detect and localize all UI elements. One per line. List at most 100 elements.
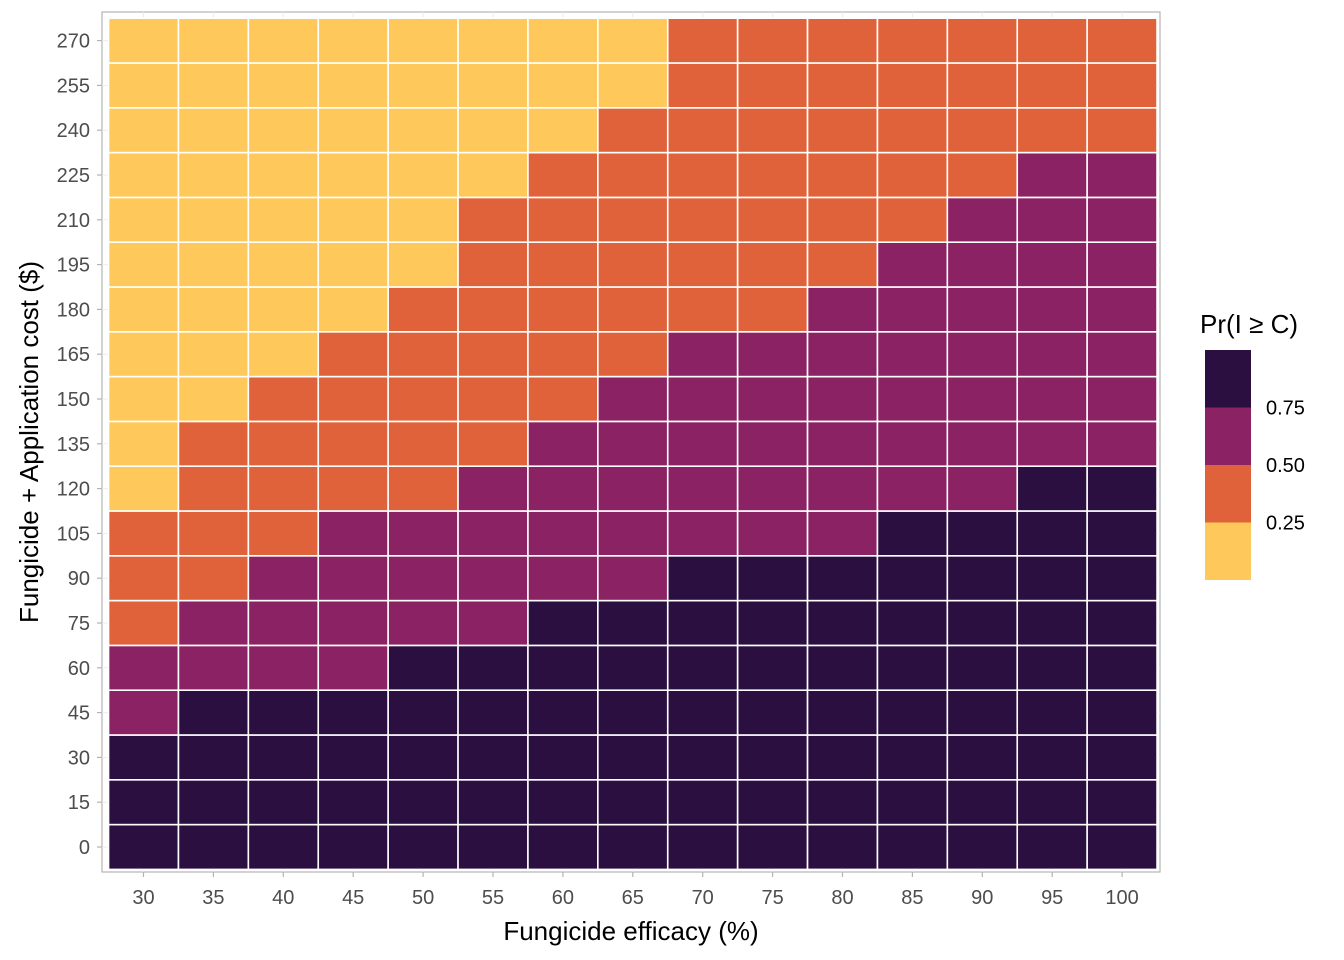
x-tick-labels: 30 35 40 45 50 55 60 65 70 75 80 85 90 95 100	[132, 887, 1138, 909]
heatmap-cell	[876, 196, 949, 243]
legend-labels: 0.75 0.50 0.25	[1266, 398, 1305, 535]
y-tick-label: 195	[57, 255, 90, 277]
heatmap-cell	[107, 465, 180, 512]
legend: Pr(I ≥ C) 0.75 0.50 0.25	[1200, 309, 1305, 580]
heatmap-cell	[107, 823, 180, 871]
heatmap-cell	[1086, 330, 1158, 378]
heatmap-cell	[1016, 151, 1088, 199]
heatmap-cell	[806, 734, 879, 781]
heatmap-cell	[527, 823, 599, 871]
heatmap-cell	[457, 778, 529, 826]
heatmap-cell	[177, 644, 250, 692]
heatmap-cell	[876, 465, 949, 512]
heatmap-cell	[387, 62, 459, 109]
heatmap-cell	[736, 510, 809, 557]
x-tick-label: 90	[971, 887, 993, 909]
heatmap-cell	[317, 241, 389, 288]
heatmap-cell	[806, 375, 879, 423]
heatmap-cell	[806, 778, 879, 826]
heatmap-cell	[876, 107, 949, 154]
heatmap-cell	[387, 644, 459, 692]
heatmap-cell	[247, 510, 320, 557]
heatmap-cell	[736, 241, 809, 288]
heatmap-cell	[1086, 151, 1158, 199]
heatmap-cell	[876, 778, 949, 826]
heatmap-cell	[177, 241, 250, 288]
heatmap-cell	[387, 510, 459, 557]
heatmap-cell	[527, 465, 599, 512]
heatmap-cell	[736, 196, 809, 243]
heatmap-cell	[597, 778, 669, 826]
heatmap-cell	[806, 554, 879, 602]
heatmap-cell	[457, 107, 529, 154]
heatmap-cell	[736, 599, 809, 647]
heatmap-cell	[597, 196, 669, 243]
heatmap-cell	[806, 286, 879, 333]
heatmap-cell	[946, 107, 1019, 154]
x-axis-title: Fungicide efficacy (%)	[503, 916, 758, 946]
x-tick-label: 65	[622, 887, 644, 909]
heatmap-cell	[597, 375, 669, 423]
heatmap-cell	[177, 465, 250, 512]
heatmap-cell	[1016, 554, 1088, 602]
heatmap-cell	[806, 599, 879, 647]
heatmap-cell	[247, 420, 320, 467]
y-tick-label: 105	[57, 523, 90, 545]
legend-key	[1205, 465, 1251, 523]
heatmap-cell	[247, 286, 320, 333]
heatmap-cell	[1016, 62, 1088, 109]
heatmap-cell	[876, 17, 949, 64]
heatmap-cell	[527, 196, 599, 243]
heatmap-cell	[387, 823, 459, 871]
heatmap-cell	[457, 823, 529, 871]
heatmap-cell	[457, 465, 529, 512]
heatmap-cell	[946, 17, 1019, 64]
y-tick-label: 75	[68, 613, 90, 635]
x-tick-label: 80	[831, 887, 853, 909]
heatmap-cell	[107, 644, 180, 692]
heatmap-cell	[177, 599, 250, 647]
heatmap-cell	[736, 689, 809, 736]
heatmap-cell	[527, 599, 599, 647]
heatmap-cell	[387, 330, 459, 378]
heatmap-cell	[457, 241, 529, 288]
legend-label: 0.25	[1266, 513, 1305, 535]
heatmap-cell	[457, 599, 529, 647]
y-tick-label: 180	[57, 299, 90, 321]
heatmap-cell	[387, 554, 459, 602]
heatmap-cell	[387, 465, 459, 512]
legend-label: 0.75	[1266, 398, 1305, 420]
heatmap-cell	[107, 689, 180, 736]
heatmap-cell	[736, 823, 809, 871]
heatmap-cell	[666, 375, 739, 423]
heatmap-cell	[736, 420, 809, 467]
heatmap-cell	[1086, 241, 1158, 288]
heatmap-cell	[457, 375, 529, 423]
heatmap-cell	[177, 734, 250, 781]
heatmap-cell	[527, 734, 599, 781]
heatmap-cell	[107, 241, 180, 288]
heatmap-cell	[317, 644, 389, 692]
heatmap-cell	[666, 734, 739, 781]
heatmap-cell	[317, 17, 389, 64]
y-tick-label: 45	[68, 703, 90, 725]
heatmap-cell	[1086, 823, 1158, 871]
x-tick-label: 95	[1041, 887, 1063, 909]
heatmap-cell	[247, 241, 320, 288]
heatmap-cell	[876, 62, 949, 109]
heatmap-cell	[527, 554, 599, 602]
heatmap-cell	[317, 375, 389, 423]
heatmap-cell	[736, 778, 809, 826]
heatmap-cell	[457, 689, 529, 736]
heatmap-cell	[1016, 330, 1088, 378]
heatmap-cell	[317, 510, 389, 557]
heatmap-cell	[107, 17, 180, 64]
heatmap-cell	[177, 554, 250, 602]
heatmap-cell	[107, 510, 180, 557]
axis-ticks	[97, 39, 1123, 877]
heatmap-cell	[666, 196, 739, 243]
heatmap-cell	[1016, 375, 1088, 423]
heatmap-cell	[1086, 375, 1158, 423]
heatmap-cell	[597, 330, 669, 378]
heatmap-cell	[1086, 644, 1158, 692]
